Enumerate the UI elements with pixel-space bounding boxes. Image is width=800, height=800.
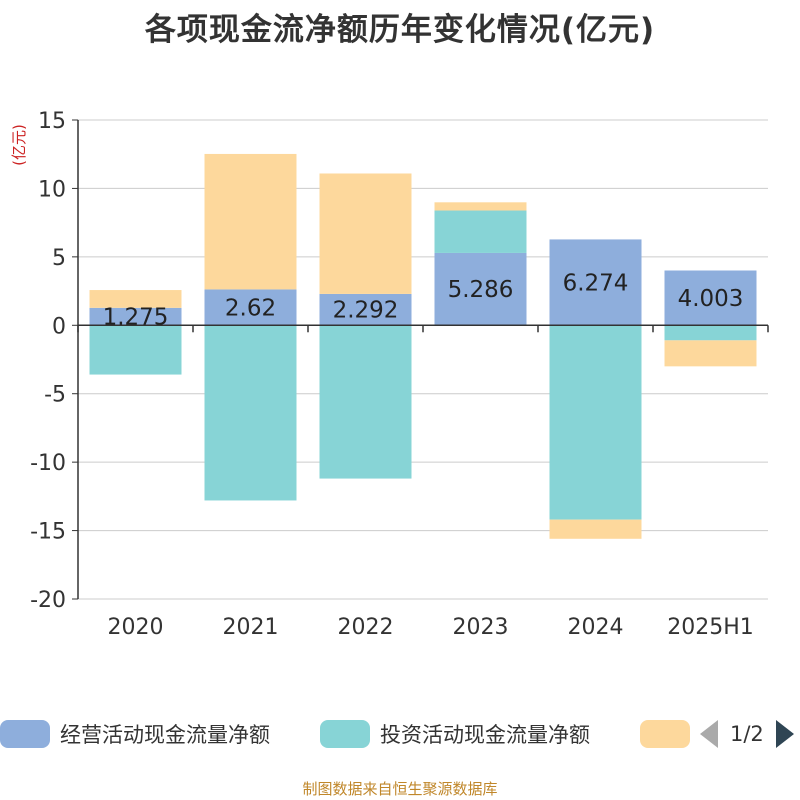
legend-page-indicator: 1/2 [730, 722, 764, 746]
bar-operating-2022 [319, 293, 412, 326]
bar-operating-2023 [434, 252, 527, 326]
x-tick-label: 2020 [108, 615, 164, 640]
data-label: 6.274 [563, 270, 629, 296]
bar-financing-2020 [89, 290, 182, 308]
legend-pager: 1/2 [700, 716, 794, 752]
x-tick-label: 2024 [568, 615, 624, 640]
y-tick-label: 15 [38, 109, 66, 134]
y-tick-label: -5 [44, 383, 66, 408]
bar-investing-2020 [89, 325, 182, 375]
bar-financing-2023 [434, 202, 527, 211]
y-tick-label: -20 [30, 588, 66, 613]
legend-swatch-operating [0, 720, 50, 748]
legend-label-operating: 经营活动现金流量净额 [60, 723, 270, 747]
bar-investing-2021 [204, 325, 297, 501]
chart-title: 各项现金流净额历年变化情况(亿元) [144, 12, 656, 48]
grid-lines [78, 119, 768, 600]
bar-investing-2023 [434, 210, 527, 253]
x-tick-label: 2025H1 [667, 615, 754, 640]
data-label: 5.286 [448, 277, 514, 303]
y-tick-label: -15 [30, 520, 66, 545]
data-label: 2.62 [225, 295, 276, 321]
legend-item-financing[interactable] [640, 716, 690, 752]
bar-financing-2024 [549, 519, 642, 539]
legend: 经营活动现金流量净额 投资活动现金流量净额 1/2 [0, 716, 800, 752]
legend-prev-page-icon[interactable] [700, 720, 718, 748]
data-label: 1.275 [103, 305, 169, 331]
bar-financing-2021 [204, 153, 297, 290]
bar-operating-2024 [549, 239, 642, 326]
y-tick-label: 0 [52, 314, 66, 339]
y-axis-unit-label: (亿元) [10, 124, 28, 166]
x-tick-label: 2021 [223, 615, 279, 640]
legend-label-investing: 投资活动现金流量净额 [380, 723, 590, 747]
x-tick-label: 2022 [338, 615, 394, 640]
bars [89, 153, 757, 539]
y-tick-label: 5 [52, 246, 66, 271]
legend-next-page-icon[interactable] [775, 720, 794, 748]
legend-swatch-financing [640, 720, 690, 748]
bar-investing-2022 [319, 325, 412, 479]
data-label: 4.003 [678, 286, 744, 312]
data-label: 2.292 [333, 298, 399, 324]
bar-investing-2024 [549, 325, 642, 520]
bar-investing-2025H1 [664, 325, 757, 341]
axes: 15 10 5 0 -5 -10 -15 -20 (亿元) 2020 2021 2022 2023 202… [10, 109, 769, 640]
y-tick-label: 10 [38, 177, 66, 202]
legend-swatch-investing [320, 720, 370, 748]
bar-operating-2021 [204, 289, 297, 326]
bar-operating-2020 [89, 307, 182, 326]
x-tick-label: 2023 [453, 615, 509, 640]
data-labels: 1.275 2.62 2.292 5.286 6.274 4.003 [103, 270, 744, 330]
footer-source: 制图数据来自恒生聚源数据库 [302, 780, 498, 798]
bar-financing-2022 [319, 173, 412, 294]
bar-financing-2025H1 [664, 340, 757, 367]
y-tick-label: -10 [30, 451, 66, 476]
legend-item-investing[interactable]: 投资活动现金流量净额 [320, 716, 590, 752]
legend-item-operating[interactable]: 经营活动现金流量净额 [0, 716, 270, 752]
bar-operating-2025H1 [664, 270, 757, 326]
